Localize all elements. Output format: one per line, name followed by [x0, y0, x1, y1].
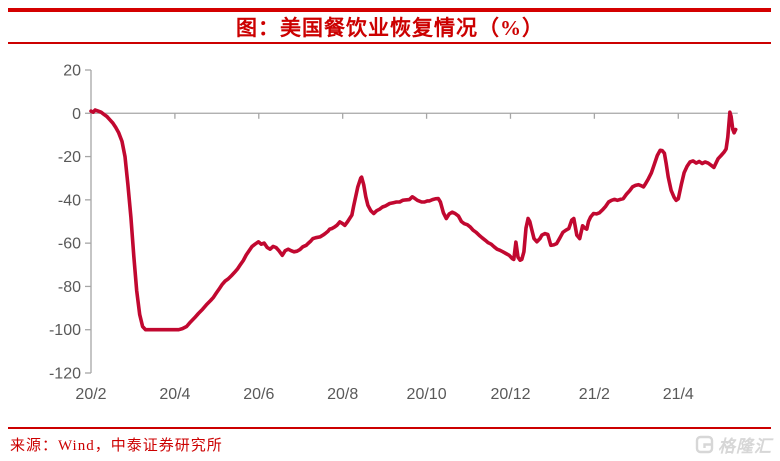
- figure-title: 图：美国餐饮业恢复情况（%）: [236, 16, 544, 40]
- x-tick-label: 20/12: [490, 386, 530, 403]
- y-tick-label: -80: [58, 279, 81, 296]
- restaurant-recovery-line: [89, 108, 738, 332]
- gelonghui-watermark: 格隆汇: [695, 432, 772, 457]
- gelonghui-g-icon: [695, 435, 714, 454]
- y-tick-label: -100: [49, 322, 81, 339]
- watermark-text: 格隆汇: [718, 437, 772, 456]
- y-tick-label: -60: [58, 236, 81, 253]
- y-tick-label: -120: [49, 366, 81, 383]
- x-tick-label: 20/4: [159, 386, 190, 403]
- footer-divider: [8, 427, 771, 429]
- source-note: 来源：Wind，中泰证券研究所: [10, 438, 223, 454]
- y-tick-label: -40: [58, 192, 81, 209]
- x-tick-label: 21/4: [663, 386, 694, 403]
- x-tick-label: 21/2: [579, 386, 610, 403]
- x-tick-label: 20/10: [407, 386, 447, 403]
- title-divider: [8, 42, 771, 44]
- x-tick-label: 20/2: [75, 386, 106, 403]
- x-tick-label: 20/8: [327, 386, 358, 403]
- x-tick-label: 20/6: [243, 386, 274, 403]
- y-tick-label: 0: [72, 106, 81, 123]
- y-tick-label: -20: [58, 149, 81, 166]
- top-divider: [8, 8, 771, 12]
- y-tick-label: 20: [63, 63, 81, 80]
